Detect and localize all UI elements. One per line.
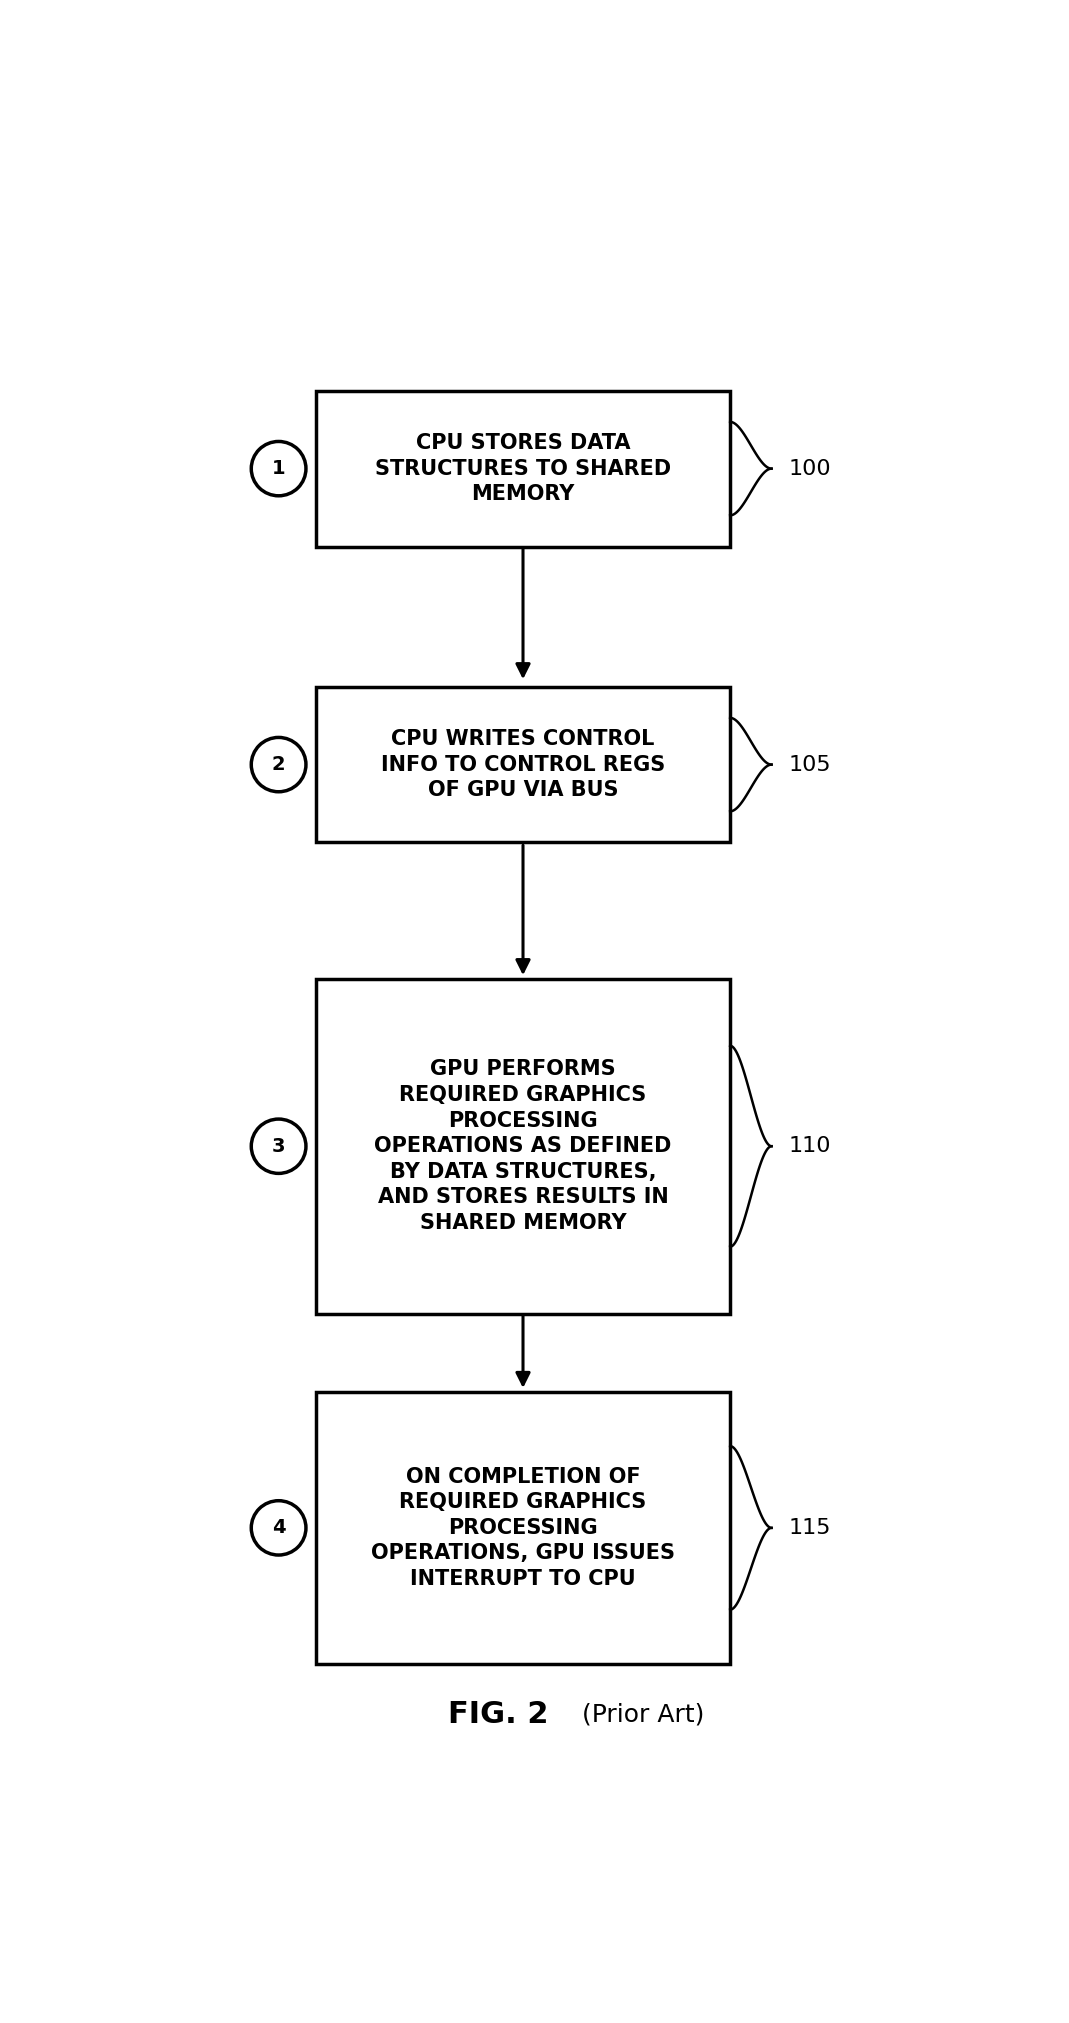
Text: GPU PERFORMS
REQUIRED GRAPHICS
PROCESSING
OPERATIONS AS DEFINED
BY DATA STRUCTUR: GPU PERFORMS REQUIRED GRAPHICS PROCESSIN…	[374, 1060, 671, 1234]
Text: 115: 115	[788, 1517, 831, 1537]
Text: 3: 3	[272, 1137, 285, 1155]
Text: CPU WRITES CONTROL
INFO TO CONTROL REGS
OF GPU VIA BUS: CPU WRITES CONTROL INFO TO CONTROL REGS …	[381, 728, 665, 801]
Text: ON COMPLETION OF
REQUIRED GRAPHICS
PROCESSING
OPERATIONS, GPU ISSUES
INTERRUPT T: ON COMPLETION OF REQUIRED GRAPHICS PROCE…	[371, 1467, 675, 1590]
Text: CPU STORES DATA
STRUCTURES TO SHARED
MEMORY: CPU STORES DATA STRUCTURES TO SHARED MEM…	[375, 433, 671, 504]
Text: 110: 110	[788, 1137, 831, 1157]
Ellipse shape	[251, 441, 306, 496]
Text: 100: 100	[788, 459, 831, 479]
Text: 105: 105	[788, 755, 831, 775]
Bar	[316, 686, 730, 842]
Ellipse shape	[251, 1119, 306, 1173]
Bar	[316, 1392, 730, 1665]
Bar	[316, 390, 730, 546]
Text: 1: 1	[272, 459, 285, 477]
Text: FIG. 2: FIG. 2	[448, 1699, 548, 1730]
Text: 2: 2	[272, 755, 285, 775]
Bar	[316, 979, 730, 1313]
Ellipse shape	[251, 1501, 306, 1556]
Text: (Prior Art): (Prior Art)	[574, 1703, 704, 1728]
Ellipse shape	[251, 738, 306, 791]
Text: 4: 4	[272, 1519, 285, 1537]
